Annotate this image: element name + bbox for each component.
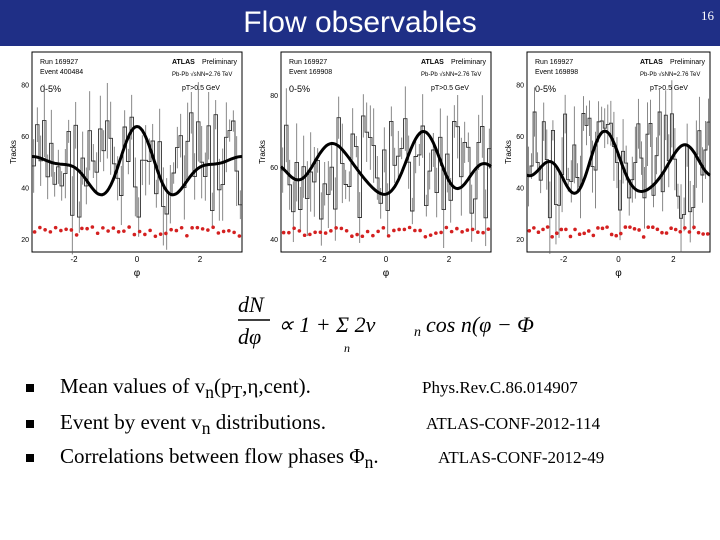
svg-text:Tracks: Tracks xyxy=(504,140,513,164)
svg-text:φ: φ xyxy=(615,268,622,279)
svg-text:60: 60 xyxy=(270,165,278,172)
svg-text:Event 169908: Event 169908 xyxy=(289,69,332,76)
svg-text:Run 169927: Run 169927 xyxy=(289,59,327,66)
svg-text:2: 2 xyxy=(447,255,452,264)
event-panel-2: Run 169927 Event 169908 0-5% ATLAS Prelimina… xyxy=(258,51,492,279)
svg-text:0: 0 xyxy=(616,255,621,264)
formula-sum-index: n xyxy=(344,341,350,355)
svg-text:Tracks: Tracks xyxy=(9,140,18,164)
svg-text:-2: -2 xyxy=(560,255,568,264)
svg-text:φ: φ xyxy=(383,268,390,279)
svg-text:Preliminary: Preliminary xyxy=(451,59,487,66)
event-panel-3: Run 169927 Event 169898 0-5% ATLAS Prelimina… xyxy=(504,51,711,279)
ref-2: ATLAS-CONF-2012-114 xyxy=(426,414,601,433)
svg-text:60: 60 xyxy=(21,134,29,141)
svg-text:40: 40 xyxy=(270,237,278,244)
formula-dn: dN xyxy=(238,292,265,317)
svg-text:2: 2 xyxy=(198,255,203,264)
svg-text:20: 20 xyxy=(21,237,29,244)
svg-text:0-5%: 0-5% xyxy=(40,84,61,94)
svg-text:pT>0.5 GeV: pT>0.5 GeV xyxy=(431,85,469,92)
ref-1: Phys.Rev.C.86.014907 xyxy=(422,378,578,397)
svg-text:Run 169927: Run 169927 xyxy=(535,59,573,66)
svg-text:Preliminary: Preliminary xyxy=(670,59,706,66)
svg-text:0: 0 xyxy=(135,255,140,264)
bullet-marker xyxy=(26,454,34,463)
formula-rhs: ∝ 1 + Σ 2v xyxy=(278,312,376,337)
svg-text:pT>0.5 GeV: pT>0.5 GeV xyxy=(650,85,688,92)
svg-text:0-5%: 0-5% xyxy=(535,84,556,94)
svg-text:2: 2 xyxy=(671,255,676,264)
svg-text:-2: -2 xyxy=(319,255,327,264)
bullet-1: Mean values of vn(pT,η,cent). xyxy=(26,374,311,403)
svg-text:Event 400484: Event 400484 xyxy=(40,69,83,76)
svg-text:60: 60 xyxy=(516,134,524,141)
formula-cos: cos n(φ − Φ xyxy=(426,312,534,337)
svg-text:40: 40 xyxy=(516,186,524,193)
svg-text:Run 169927: Run 169927 xyxy=(40,59,78,66)
formula-dphi: dφ xyxy=(238,324,261,349)
svg-text:20: 20 xyxy=(516,237,524,244)
svg-text:80: 80 xyxy=(21,83,29,90)
svg-text:80: 80 xyxy=(270,93,278,100)
svg-text:Event 169898: Event 169898 xyxy=(535,69,578,76)
event-plots: Run 169927 Event 400484 0-5% ATLAS Prelimina… xyxy=(9,51,711,279)
bullet-2: Event by event vn distributions. xyxy=(26,410,326,439)
svg-text:0: 0 xyxy=(384,255,389,264)
slide-title: Flow observables xyxy=(243,6,477,39)
svg-text:pT>0.5 GeV: pT>0.5 GeV xyxy=(182,85,220,92)
flow-formula: dN dφ ∝ 1 + Σ 2v n cos n(φ − Φ n xyxy=(238,292,534,355)
svg-text:φ: φ xyxy=(134,268,141,279)
svg-text:0-5%: 0-5% xyxy=(289,84,310,94)
event-panel-1: Run 169927 Event 400484 0-5% ATLAS Prelimina… xyxy=(9,51,243,279)
svg-text:ATLAS: ATLAS xyxy=(640,59,663,66)
svg-text:Tracks: Tracks xyxy=(258,140,267,164)
svg-text:ATLAS: ATLAS xyxy=(172,59,195,66)
svg-text:Pb-Pb √sNN=2.76 TeV: Pb-Pb √sNN=2.76 TeV xyxy=(172,71,232,78)
ref-3: ATLAS-CONF-2012-49 xyxy=(438,448,605,467)
title-bar xyxy=(0,0,720,46)
svg-text:ATLAS: ATLAS xyxy=(421,59,444,66)
bullet-3: Correlations between flow phases Φn. xyxy=(26,444,379,473)
svg-text:Pb-Pb √sNN=2.76 TeV: Pb-Pb √sNN=2.76 TeV xyxy=(421,71,481,78)
svg-text:Pb-Pb √sNN=2.76 TeV: Pb-Pb √sNN=2.76 TeV xyxy=(640,71,700,78)
svg-text:80: 80 xyxy=(516,83,524,90)
slide-number: 16 xyxy=(701,8,714,23)
svg-text:-2: -2 xyxy=(70,255,78,264)
bullet-marker xyxy=(26,420,34,429)
bullet-marker xyxy=(26,384,34,393)
svg-text:40: 40 xyxy=(21,186,29,193)
svg-text:Preliminary: Preliminary xyxy=(202,59,238,66)
formula-sub-n: n xyxy=(414,325,421,340)
